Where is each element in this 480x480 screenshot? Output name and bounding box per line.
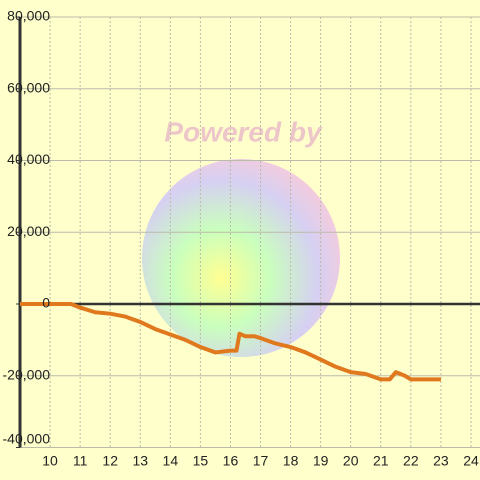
watermark: Powered by <box>164 116 323 147</box>
watermark-logo <box>142 159 340 357</box>
x-tick-label: 14 <box>163 453 179 469</box>
y-tick-label: 60,000 <box>7 79 50 95</box>
x-tick-label: 20 <box>343 453 359 469</box>
y-tick-label: -20,000 <box>3 366 51 382</box>
x-tick-label: 22 <box>403 453 419 469</box>
y-tick-label: 20,000 <box>7 223 50 239</box>
x-tick-label: 10 <box>42 453 58 469</box>
x-tick-label: 15 <box>193 453 209 469</box>
y-tick-label: -40,000 <box>3 431 51 447</box>
x-tick-label: 11 <box>73 453 88 469</box>
x-tick-label: 17 <box>253 453 269 469</box>
x-tick-label: 13 <box>132 453 148 469</box>
x-tick-label: 23 <box>433 453 449 469</box>
plot <box>20 302 441 382</box>
y-tick-label: 0 <box>42 295 50 311</box>
x-tick-label: 24 <box>463 453 479 469</box>
y-tick-label: 80,000 <box>7 8 50 24</box>
grid <box>16 16 480 448</box>
y-tick-label: 40,000 <box>7 151 50 167</box>
x-tick-label: 21 <box>373 453 389 469</box>
x-tick-label: 16 <box>223 453 239 469</box>
x-tick-label: 12 <box>102 453 118 469</box>
x-tick-label: 18 <box>283 453 299 469</box>
line <box>20 302 441 382</box>
x-tick-label: 19 <box>313 453 329 469</box>
